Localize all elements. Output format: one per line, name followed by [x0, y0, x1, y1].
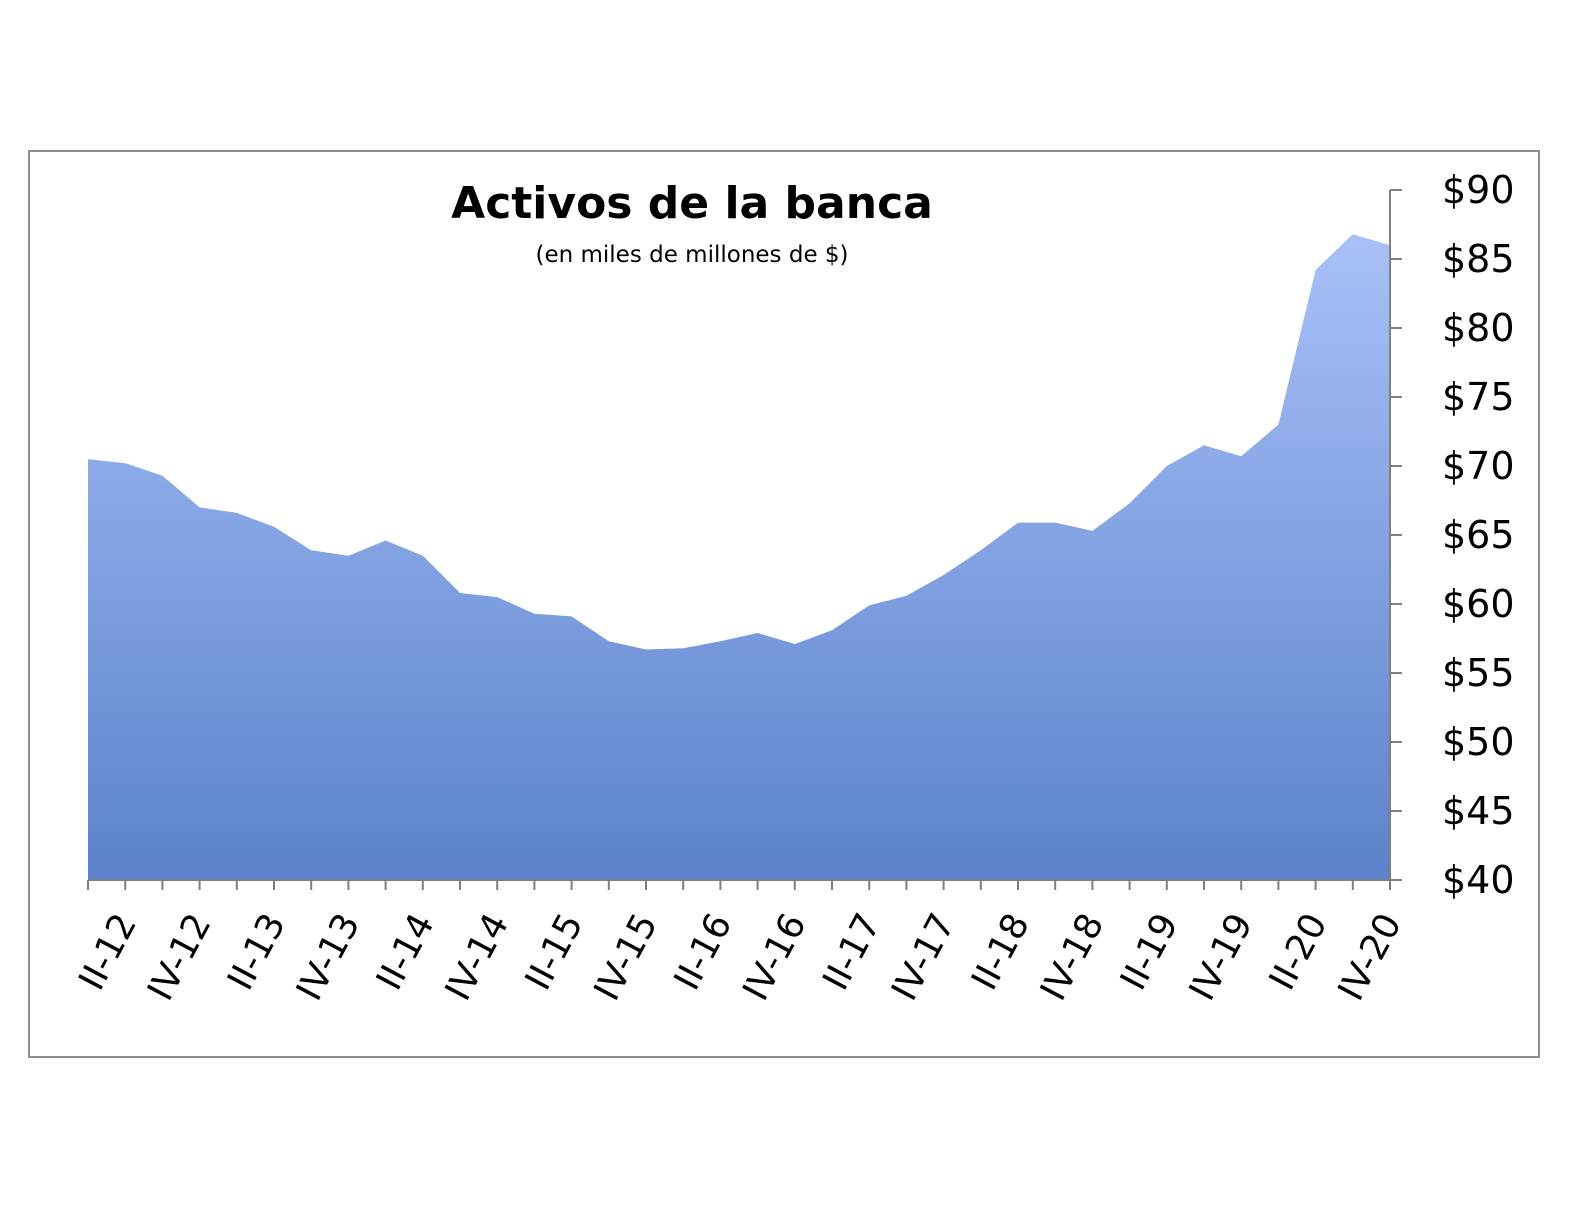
- x-tick-label: II-17: [815, 907, 889, 997]
- x-tick-label: II-15: [518, 907, 592, 997]
- area-series: [88, 234, 1390, 880]
- x-tick-label: II-20: [1262, 907, 1336, 997]
- y-tick-label: $80: [1442, 306, 1515, 350]
- x-tick-label: IV-13: [289, 907, 368, 1007]
- y-tick-label: $65: [1442, 513, 1515, 557]
- chart-title: Activos de la banca: [451, 178, 933, 229]
- y-tick-label: $75: [1442, 375, 1515, 419]
- x-tick-label: IV-14: [438, 907, 517, 1007]
- x-tick-label: IV-20: [1331, 907, 1410, 1007]
- chart-frame: Activos de la banca (en miles de millone…: [28, 150, 1540, 1058]
- x-tick-label: IV-15: [587, 907, 666, 1007]
- x-tick-label: IV-12: [140, 907, 219, 1007]
- chart-subtitle: (en miles de millones de $): [535, 242, 848, 268]
- y-tick-label: $60: [1442, 582, 1515, 626]
- y-tick-label: $55: [1442, 651, 1515, 695]
- x-tick-label: IV-16: [735, 907, 814, 1007]
- x-tick-label: IV-18: [1033, 907, 1112, 1007]
- area-chart: Activos de la banca (en miles de millone…: [71, 168, 1515, 1007]
- x-tick-label: II-18: [964, 907, 1038, 997]
- y-tick-label: $85: [1442, 237, 1515, 281]
- x-tick-label: II-14: [369, 907, 443, 997]
- y-axis-ticks: $40 $45 $50 $55 $60 $65 $70 $75 $80 $85 $90: [1390, 168, 1515, 902]
- x-tick-label: II-19: [1113, 907, 1187, 997]
- y-tick-label: $70: [1442, 444, 1515, 488]
- x-tick-label: II-13: [220, 907, 294, 997]
- x-tick-label: II-16: [667, 907, 741, 997]
- plot-area: [88, 234, 1390, 880]
- y-tick-label: $45: [1442, 789, 1515, 833]
- x-tick-label: IV-17: [884, 907, 963, 1007]
- y-tick-label: $90: [1442, 168, 1515, 212]
- x-tick-label: IV-19: [1182, 907, 1261, 1007]
- x-tick-label: II-12: [71, 907, 145, 997]
- y-tick-label: $40: [1442, 858, 1515, 902]
- y-tick-label: $50: [1442, 720, 1515, 764]
